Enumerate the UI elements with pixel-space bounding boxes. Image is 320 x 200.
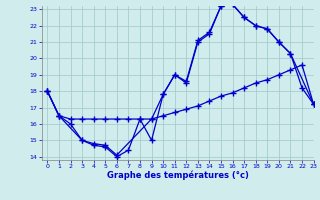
X-axis label: Graphe des températures (°c): Graphe des températures (°c): [107, 171, 249, 180]
